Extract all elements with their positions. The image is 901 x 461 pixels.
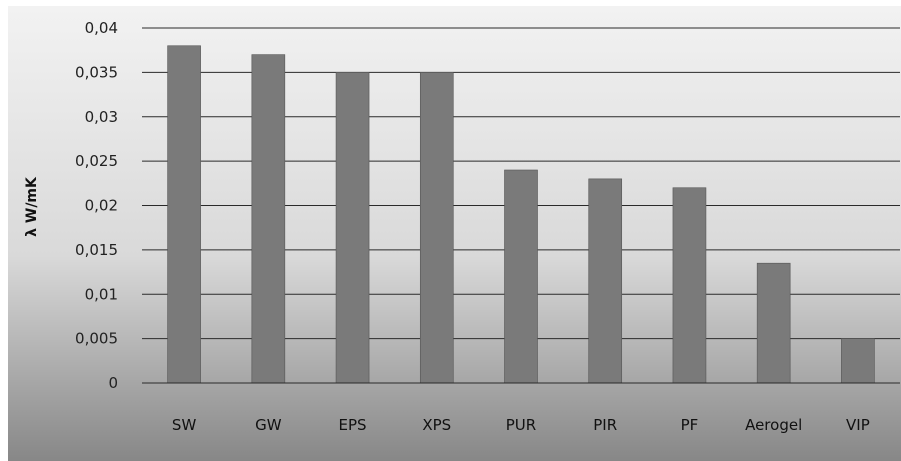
y-tick-label: 0,035 — [75, 63, 118, 81]
bar-vip — [841, 338, 875, 384]
x-category-label: GW — [255, 416, 282, 434]
bar-xps — [419, 72, 454, 384]
y-tick-label: 0,01 — [85, 285, 118, 303]
bar-eps — [335, 72, 370, 384]
x-category-label: XPS — [422, 416, 451, 434]
y-tick-label: 0,02 — [85, 197, 118, 215]
bars — [167, 45, 875, 384]
y-tick-labels: 0 0,005 0,01 0,015 0,02 0,025 0,03 0,035 0,04 — [75, 19, 118, 392]
x-category-label: PIR — [593, 416, 617, 434]
x-category-labels: SW GW EPS XPS PUR PIR PF Aerogel VIP — [172, 416, 870, 434]
y-tick-label: 0,015 — [75, 241, 118, 259]
y-tick-label: 0 — [108, 374, 118, 392]
bar-pur — [504, 169, 538, 384]
chart-background — [8, 6, 901, 461]
x-category-label: Aerogel — [745, 416, 802, 434]
y-tick-label: 0,03 — [85, 108, 118, 126]
x-category-label: VIP — [846, 416, 870, 434]
bar-pir — [588, 178, 623, 384]
x-category-label: PF — [681, 416, 699, 434]
x-category-label: SW — [172, 416, 197, 434]
y-tick-label: 0,025 — [75, 152, 118, 170]
x-category-label: EPS — [339, 416, 367, 434]
bar-pf — [672, 187, 707, 384]
y-tick-label: 0,04 — [85, 19, 118, 37]
x-category-label: PUR — [506, 416, 536, 434]
y-tick-label: 0,005 — [75, 330, 118, 348]
bar-aerogel — [756, 262, 791, 384]
bar-gw — [251, 54, 286, 384]
y-axis-title: λ W/mK — [24, 176, 40, 237]
bar-sw — [167, 45, 201, 384]
